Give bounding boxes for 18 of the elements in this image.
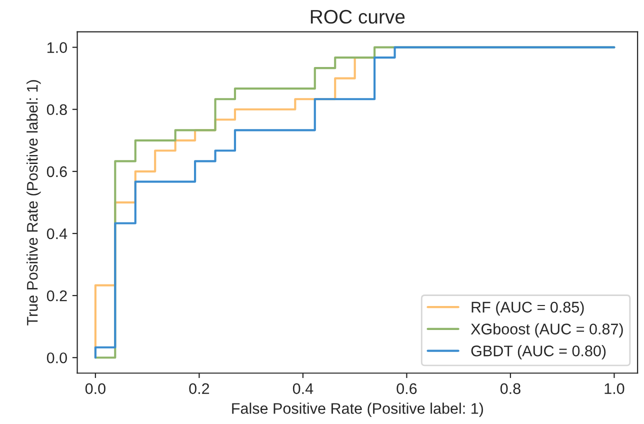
legend-label: RF (AUC = 0.85) <box>472 301 584 316</box>
y-tick-label: 0.4 <box>46 228 68 240</box>
y-tick-label: 1.0 <box>47 42 67 53</box>
x-tick-label: 0.8 <box>500 383 520 394</box>
y-tick-label: 0.0 <box>46 352 67 364</box>
x-tick-label: 0.6 <box>396 383 417 394</box>
y-tick-label: 0.2 <box>46 290 67 302</box>
y-axis-title: True Positive Rate (Positive label: 1) <box>26 80 41 326</box>
x-tick-label: 0.4 <box>292 383 314 394</box>
legend-label: XGboost (AUC = 0.87) <box>470 323 623 338</box>
chart-title: ROC curve <box>310 10 405 24</box>
x-axis-title: False Positive Rate (Positive label: 1) <box>232 402 483 417</box>
x-tick-label: 0.0 <box>85 383 106 394</box>
x-tick-label: 0.2 <box>189 383 210 394</box>
y-tick-label: 0.6 <box>46 166 67 178</box>
y-tick-label: 0.8 <box>46 104 67 116</box>
legend-label: GBDT (AUC = 0.80) <box>471 345 606 360</box>
x-tick-label: 1.0 <box>604 383 624 394</box>
